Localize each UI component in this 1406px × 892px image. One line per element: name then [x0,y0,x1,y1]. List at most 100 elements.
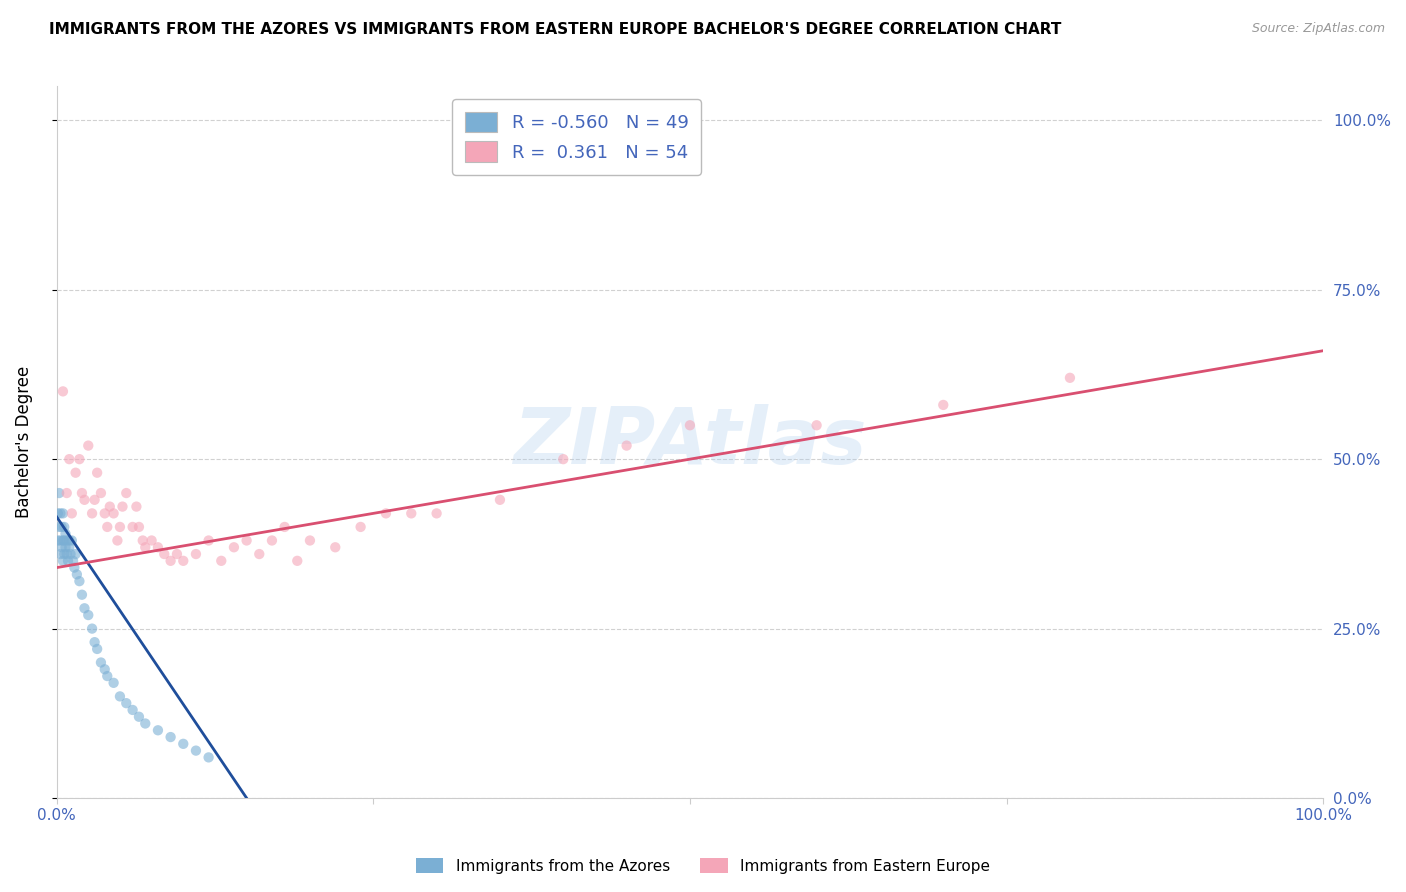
Point [96,520,118,534]
Point [53,547,76,561]
Text: ZIPAtlas: ZIPAtlas [513,404,866,480]
Point [616,439,638,453]
Point [49,507,72,521]
Point [247,547,270,561]
Point [172,737,194,751]
Point [77,439,100,453]
Text: IMMIGRANTS FROM THE AZORES VS IMMIGRANTS FROM EASTERN EUROPE BACHELOR'S DEGREE C: IMMIGRANTS FROM THE AZORES VS IMMIGRANTS… [49,22,1062,37]
Point [184,547,207,561]
Point [66,567,89,582]
Y-axis label: Bachelor's Degree: Bachelor's Degree [15,366,32,518]
Point [83,635,105,649]
Point [128,710,150,724]
Point [349,520,371,534]
Point [166,547,188,561]
Point [553,452,575,467]
Point [67,452,90,467]
Point [374,507,396,521]
Point [96,669,118,683]
Point [70,486,93,500]
Point [115,486,138,500]
Point [46,507,69,521]
Point [260,533,283,548]
Point [159,554,181,568]
Point [67,574,90,589]
Point [108,690,131,704]
Point [146,723,169,738]
Point [73,601,96,615]
Point [679,418,702,433]
Point [49,533,72,548]
Point [93,662,115,676]
Point [103,507,125,521]
Legend: R = -0.560   N = 49, R =  0.361   N = 54: R = -0.560 N = 49, R = 0.361 N = 54 [451,99,702,175]
Point [65,547,87,561]
Point [52,554,75,568]
Point [62,554,84,568]
Point [55,541,77,555]
Point [86,642,108,657]
Point [83,492,105,507]
Point [90,656,112,670]
Point [93,507,115,521]
Point [128,520,150,534]
Point [134,541,156,555]
Point [103,676,125,690]
Point [134,716,156,731]
Point [56,554,79,568]
Point [273,520,295,534]
Point [60,533,83,548]
Point [121,520,143,534]
Point [121,703,143,717]
Point [107,533,129,548]
Point [1059,371,1081,385]
Point [235,533,257,548]
Text: Source: ZipAtlas.com: Source: ZipAtlas.com [1251,22,1385,36]
Point [55,526,77,541]
Point [46,533,69,548]
Point [77,608,100,623]
Point [58,541,80,555]
Point [48,520,70,534]
Point [323,541,346,555]
Point [98,500,121,514]
Point [172,554,194,568]
Point [146,541,169,555]
Point [125,500,148,514]
Point [86,466,108,480]
Point [489,492,512,507]
Point [48,486,70,500]
Point [108,520,131,534]
Point [285,554,308,568]
Point [141,533,163,548]
Point [80,622,103,636]
Point [55,486,77,500]
Point [52,384,75,399]
Point [58,452,80,467]
Point [51,541,73,555]
Point [52,507,75,521]
Point [426,507,449,521]
Point [111,500,134,514]
Point [222,541,245,555]
Point [60,507,83,521]
Point [55,547,77,561]
Legend: Immigrants from the Azores, Immigrants from Eastern Europe: Immigrants from the Azores, Immigrants f… [409,852,997,880]
Point [51,520,73,534]
Point [53,533,76,548]
Point [80,507,103,521]
Point [58,533,80,548]
Point [401,507,423,521]
Point [53,520,76,534]
Point [63,560,86,574]
Point [115,696,138,710]
Point [65,466,87,480]
Point [184,743,207,757]
Point [73,492,96,507]
Point [55,533,77,548]
Point [197,533,219,548]
Point [197,750,219,764]
Point [70,588,93,602]
Point [153,547,176,561]
Point [90,486,112,500]
